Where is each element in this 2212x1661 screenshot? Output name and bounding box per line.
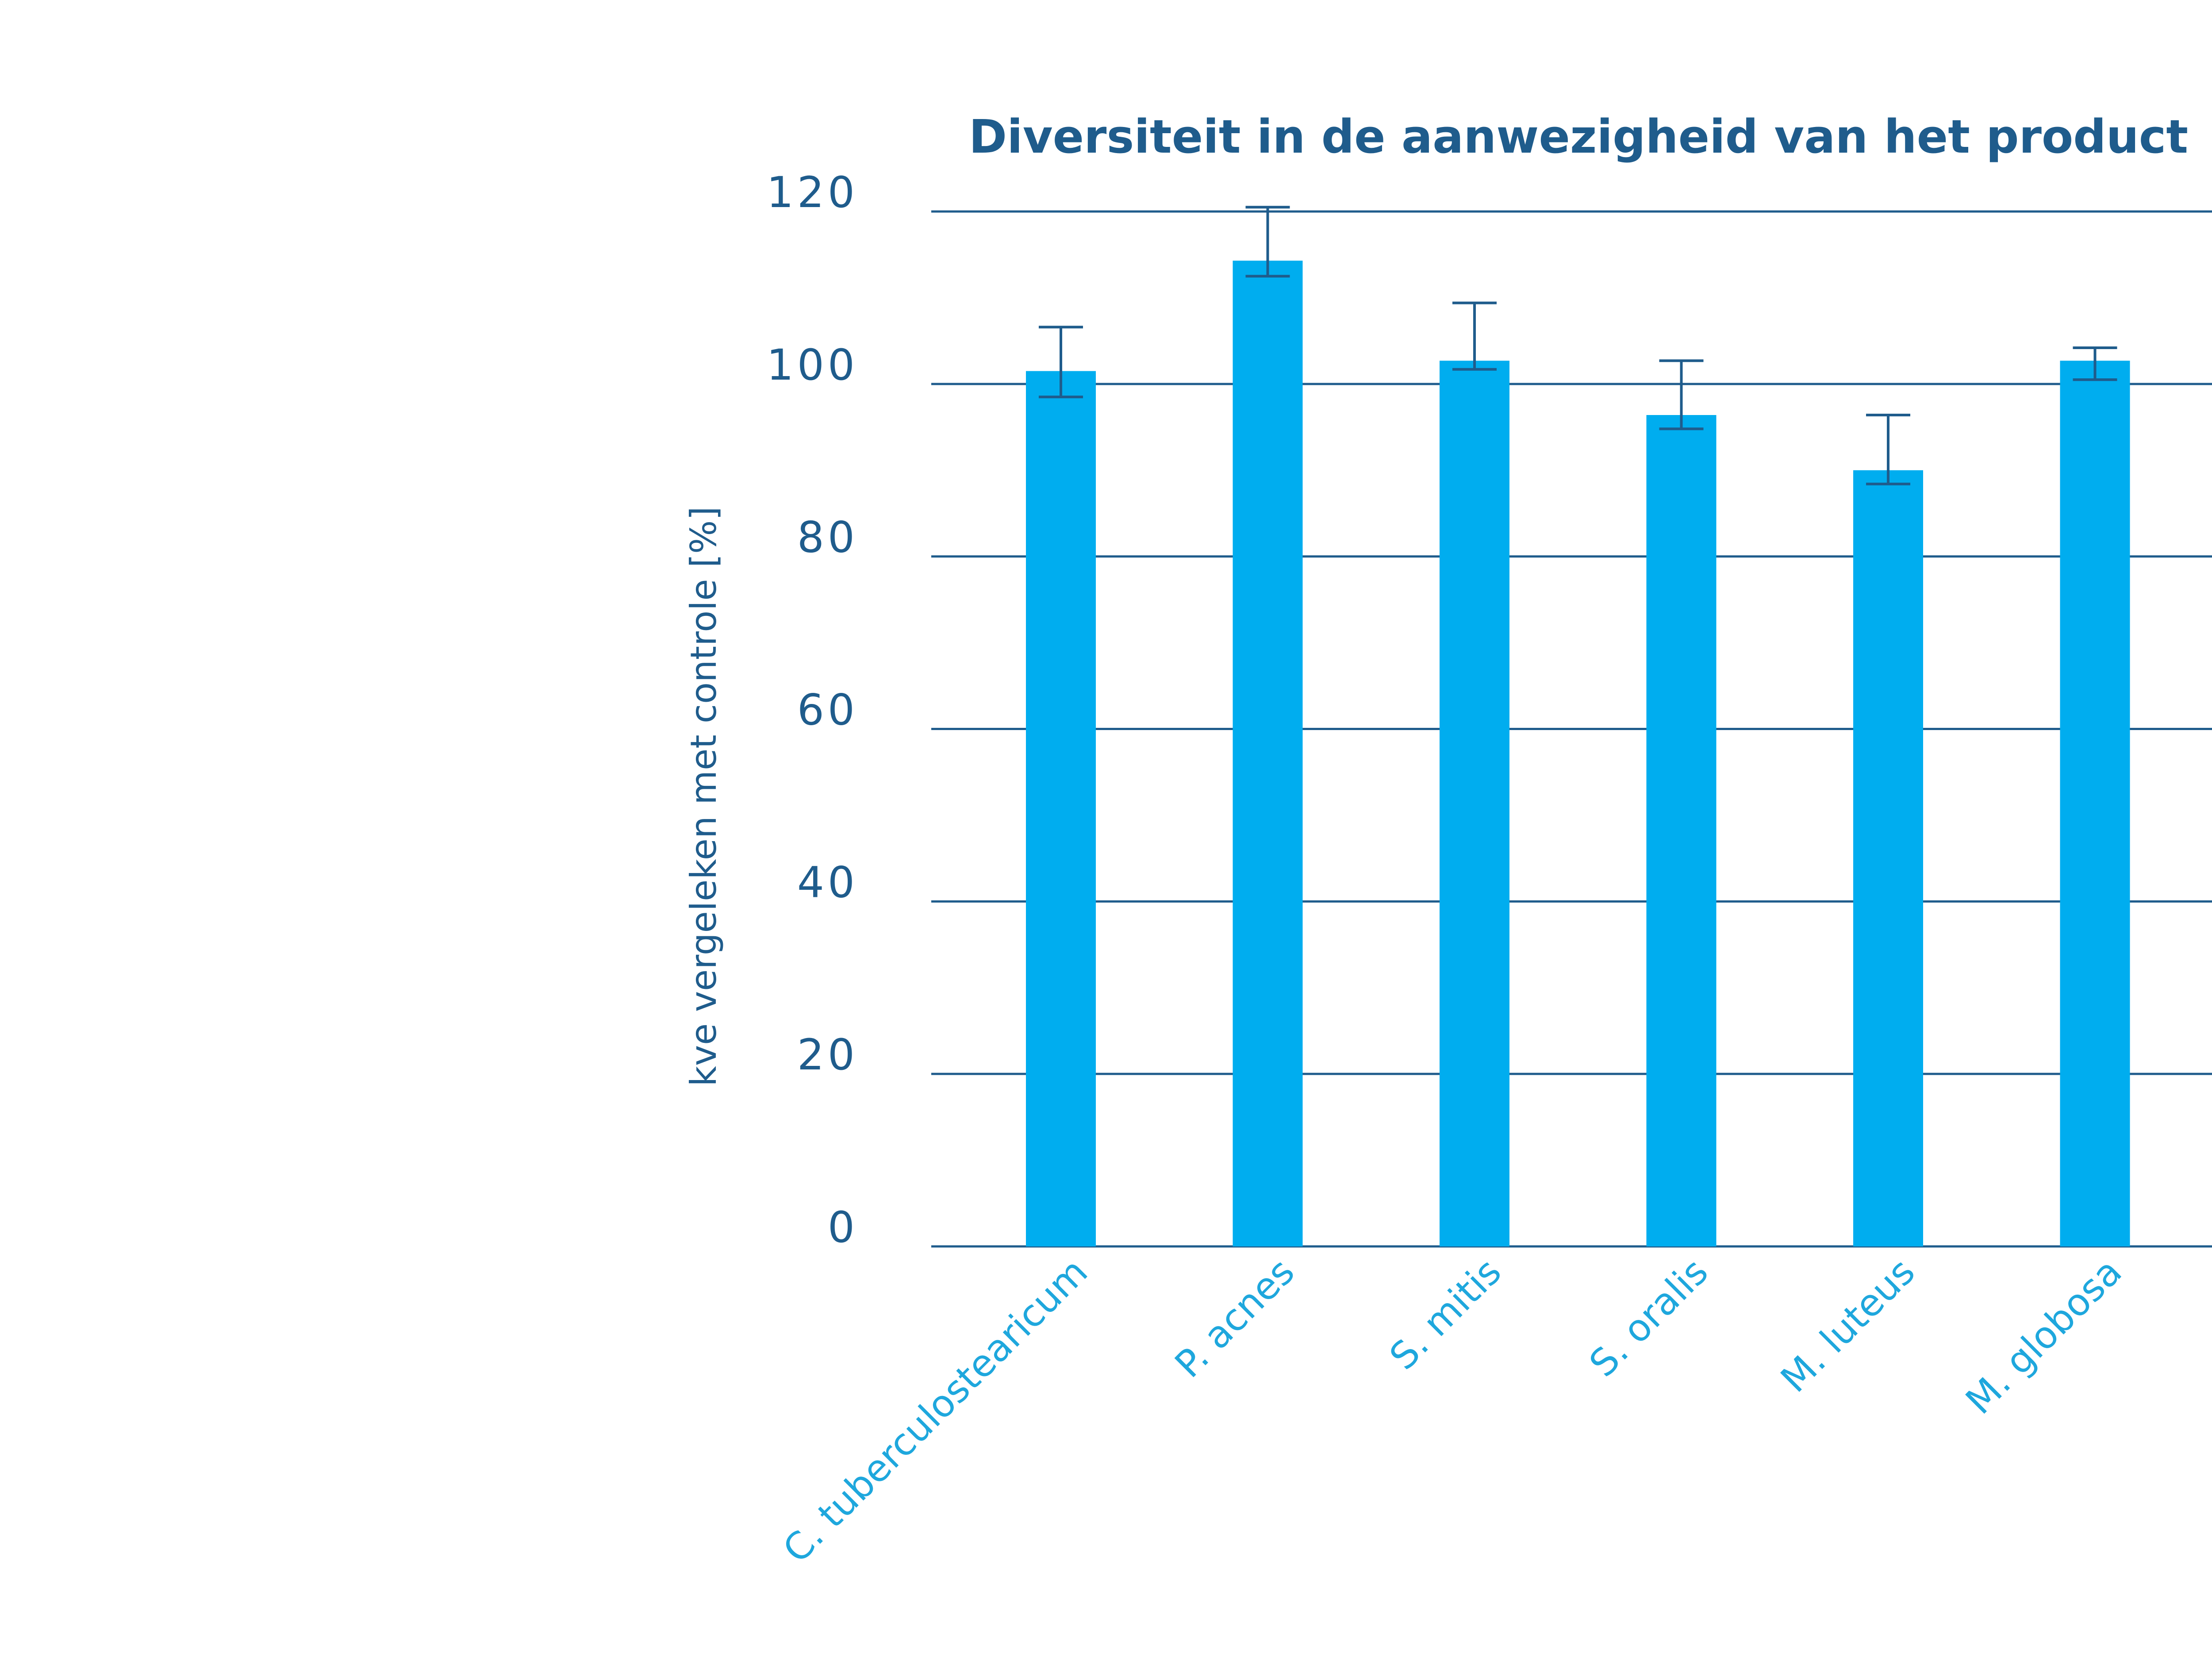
bar — [1440, 361, 1509, 1246]
y-tick-label: 120 — [767, 168, 858, 217]
y-tick-label: 100 — [767, 340, 858, 390]
y-tick-label: 20 — [797, 1030, 858, 1080]
y-tick-labels: 0 20 40 60 80 100 120 — [767, 168, 858, 1252]
bar — [1853, 470, 1923, 1246]
x-tick-label: S. oralis — [1581, 1250, 1717, 1385]
bar — [1233, 261, 1303, 1246]
bar — [1646, 415, 1717, 1246]
x-tick-label: C. tuberculostearicum — [775, 1250, 1096, 1571]
y-tick-label: 60 — [797, 685, 858, 735]
bar — [1026, 371, 1096, 1246]
bar — [2060, 361, 2130, 1246]
y-tick-label: 0 — [828, 1203, 858, 1252]
gridlines — [931, 210, 2212, 1248]
error-bars — [1039, 206, 2117, 485]
x-tick-label: M. luteus — [1772, 1250, 1923, 1401]
x-tick-label: P. acnes — [1167, 1250, 1303, 1386]
bars — [1026, 261, 2130, 1246]
x-tick-label: S. mitis — [1381, 1250, 1509, 1378]
x-tick-label: M. globosa — [1957, 1250, 2130, 1423]
y-tick-label: 40 — [797, 857, 858, 907]
x-tick-labels: C. tuberculostearicum P. acnes S. mitis S. … — [775, 1250, 2130, 1571]
y-tick-label: 80 — [797, 513, 858, 562]
chart-title: Diversiteit in de aanwezigheid van het p… — [969, 110, 2188, 164]
y-axis-label: kve vergeleken met controle [%] — [683, 507, 724, 1087]
